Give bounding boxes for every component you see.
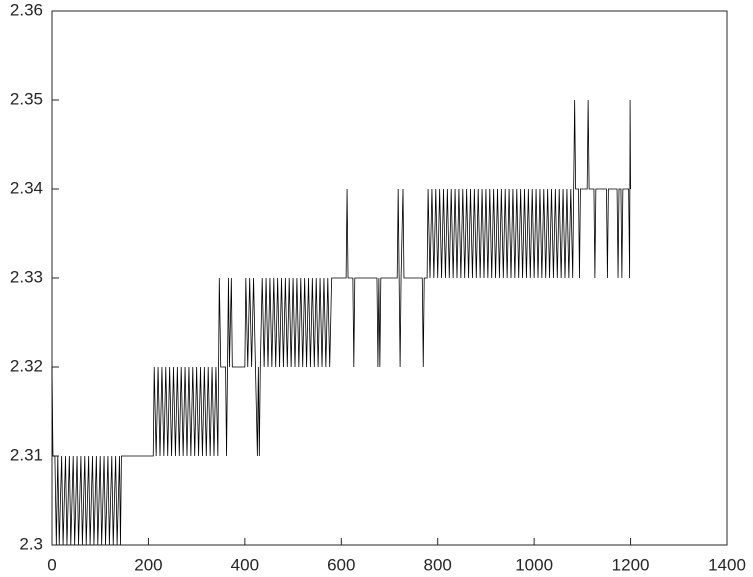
y-tick-label: 2.36 (10, 0, 43, 19)
data-line (51, 99, 631, 546)
y-tick-label: 2.3 (19, 534, 43, 553)
x-tick-label: 0 (47, 555, 56, 574)
x-tick-label: 1200 (612, 555, 650, 574)
x-tick-label: 800 (424, 555, 452, 574)
x-tick-label: 200 (134, 555, 162, 574)
x-tick-label: 1000 (515, 555, 553, 574)
x-tick-label: 400 (231, 555, 259, 574)
y-tick-label: 2.35 (10, 89, 43, 108)
y-tick-label: 2.33 (10, 267, 43, 286)
y-tick-label: 2.34 (10, 178, 43, 197)
y-tick-label: 2.31 (10, 445, 43, 464)
x-tick-label: 600 (327, 555, 355, 574)
y-tick-label: 2.32 (10, 356, 43, 375)
x-tick-label: 1400 (708, 555, 746, 574)
